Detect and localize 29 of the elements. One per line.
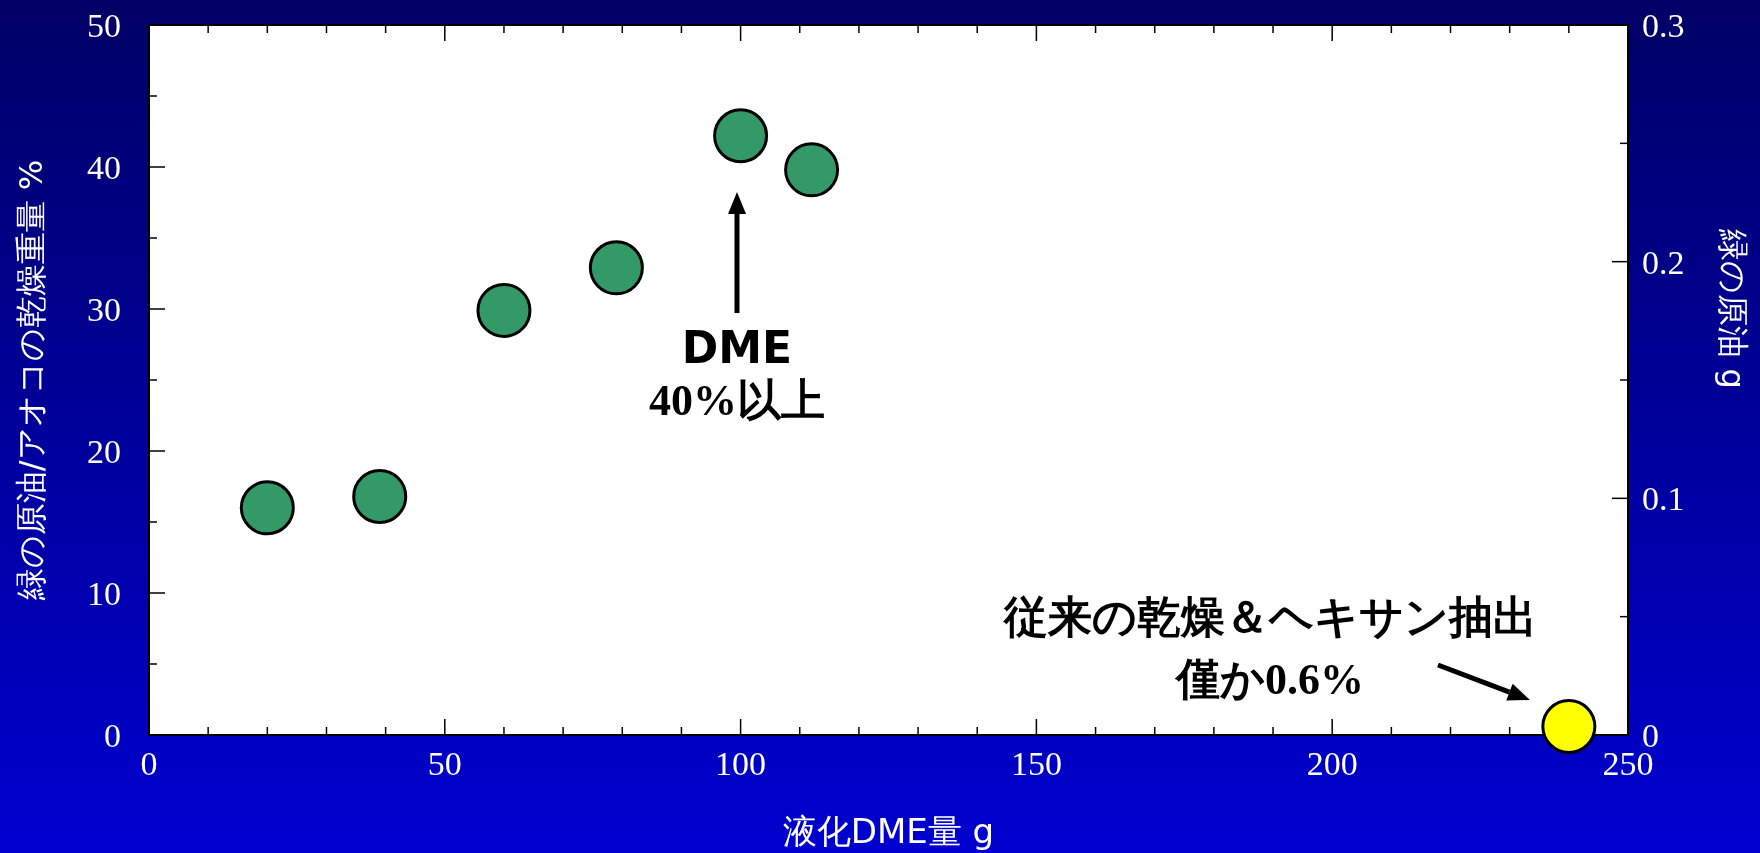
annotation: 従来の乾燥＆ヘキサン抽出 bbox=[1001, 593, 1537, 642]
point bbox=[476, 282, 532, 338]
annotation: 40%以上 bbox=[649, 376, 825, 425]
y-tick-label: 20 bbox=[87, 432, 121, 470]
point bbox=[713, 108, 769, 164]
annotation: 僅か0.6% bbox=[1174, 655, 1364, 704]
point bbox=[784, 142, 840, 198]
y2-tick-label: 0.1 bbox=[1642, 480, 1685, 518]
x-tick-label: 200 bbox=[1306, 745, 1358, 782]
y-axis-title: 緑の原油/アオコの乾燥重量 % bbox=[12, 159, 50, 602]
x-tick-label: 100 bbox=[715, 745, 767, 782]
y-tick-label: 10 bbox=[87, 574, 121, 612]
x-tick-label: 0 bbox=[140, 745, 158, 782]
y-tick-label: 0 bbox=[104, 716, 121, 754]
annotation: DME bbox=[681, 322, 793, 373]
y-tick-label: 40 bbox=[87, 148, 121, 186]
y2-tick-label: 0.3 bbox=[1642, 6, 1685, 44]
point bbox=[239, 480, 295, 536]
y2-tick-label: 0 bbox=[1642, 716, 1659, 754]
y2-axis-title: 緑の原油 g bbox=[1714, 228, 1752, 389]
y-tick-label: 50 bbox=[87, 6, 121, 44]
y-tick-label: 30 bbox=[87, 290, 121, 328]
y2-tick-label: 0.2 bbox=[1642, 243, 1685, 281]
x-tick-label: 50 bbox=[427, 745, 462, 782]
point bbox=[1541, 698, 1597, 754]
point bbox=[588, 240, 644, 296]
point bbox=[352, 468, 408, 524]
x-axis-title: 液化DME量 g bbox=[782, 811, 995, 851]
x-tick-label: 150 bbox=[1010, 745, 1062, 782]
